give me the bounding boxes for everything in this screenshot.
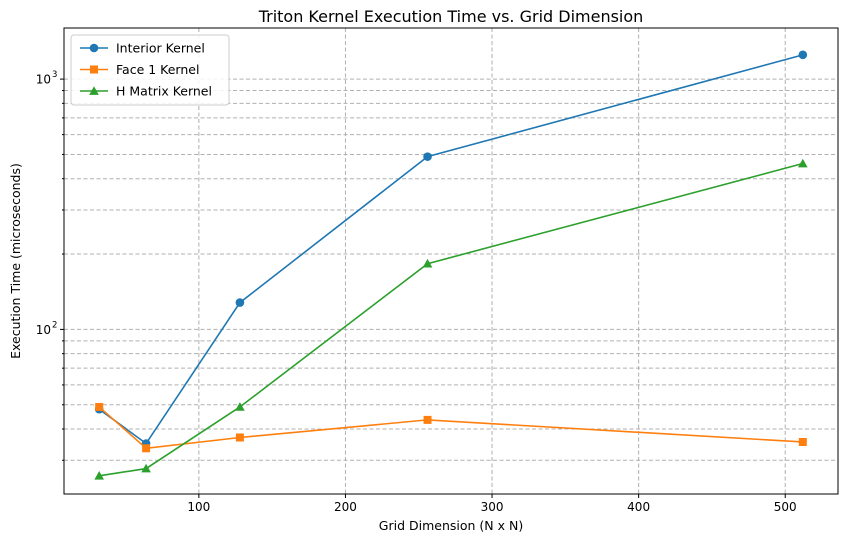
legend-box: [70, 34, 230, 106]
y-tick-label: 10: [36, 73, 51, 87]
legend-marker: [89, 43, 99, 53]
chart-title: Triton Kernel Execution Time vs. Grid Di…: [258, 7, 644, 26]
legend: Interior Kernel Face 1 Kernel H Matrix Ker…: [70, 34, 230, 106]
series-1: [95, 402, 807, 453]
legend-label: H Matrix Kernel: [116, 84, 212, 99]
data-point: [422, 258, 433, 268]
x-axis-label: Grid Dimension (N x N): [379, 518, 523, 533]
plot-frame: [63, 27, 839, 495]
series-2: [94, 158, 808, 480]
y-tick-label-base: 10: [36, 73, 51, 87]
x-tick-label: 300: [481, 500, 504, 514]
legend-label: Interior Kernel: [116, 41, 205, 56]
data-point: [94, 471, 104, 480]
x-tick-label: 100: [187, 500, 210, 514]
x-tick-label: 400: [627, 500, 650, 514]
data-point: [798, 158, 808, 168]
data-point: [798, 437, 807, 446]
y-tick-label-exponent: 3: [52, 70, 57, 80]
data-point: [235, 433, 244, 442]
y-tick-label: 10: [36, 323, 51, 337]
data-point: [235, 298, 245, 307]
data-point: [141, 463, 151, 473]
data-point: [423, 152, 432, 161]
grid: [64, 28, 838, 494]
data-point: [142, 444, 151, 453]
x-tick-label: 200: [334, 500, 357, 514]
data-point: [798, 50, 808, 60]
legend-marker: [90, 65, 98, 74]
y-tick-label-exponent: 2: [52, 320, 57, 330]
data-point: [423, 415, 432, 424]
series-0: [94, 50, 808, 448]
series-layer: [94, 50, 808, 480]
data-point: [235, 402, 245, 411]
y-tick-label-base: 10: [36, 323, 51, 337]
legend-label: Face 1 Kernel: [116, 62, 199, 77]
y-axis-label: Execution Time (microseconds): [8, 163, 23, 359]
data-point: [95, 402, 104, 411]
legend-marker: [89, 86, 99, 95]
x-tick-label: 500: [774, 500, 797, 514]
series-line: [98, 406, 803, 450]
